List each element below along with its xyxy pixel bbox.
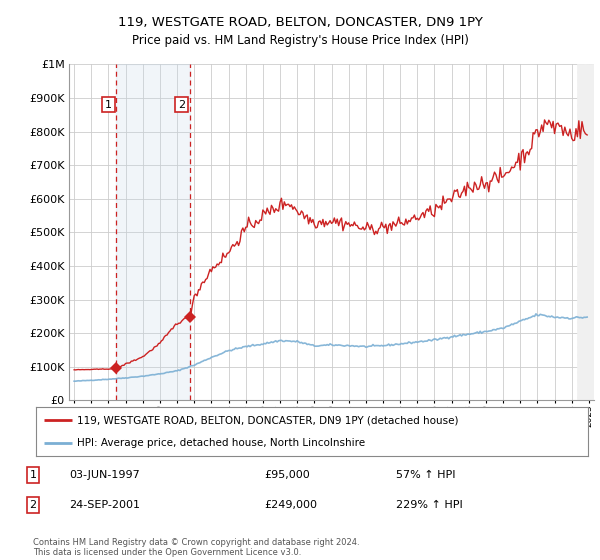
Text: 229% ↑ HPI: 229% ↑ HPI [396,500,463,510]
Text: 2: 2 [178,100,185,110]
Bar [577,64,594,400]
Text: 03-JUN-1997: 03-JUN-1997 [69,470,140,480]
Text: HPI: Average price, detached house, North Lincolnshire: HPI: Average price, detached house, Nort… [77,438,365,448]
Text: 119, WESTGATE ROAD, BELTON, DONCASTER, DN9 1PY: 119, WESTGATE ROAD, BELTON, DONCASTER, D… [118,16,482,29]
Text: 1: 1 [29,470,37,480]
Text: £95,000: £95,000 [264,470,310,480]
Text: 24-SEP-2001: 24-SEP-2001 [69,500,140,510]
Text: 57% ↑ HPI: 57% ↑ HPI [396,470,455,480]
Text: 119, WESTGATE ROAD, BELTON, DONCASTER, DN9 1PY (detached house): 119, WESTGATE ROAD, BELTON, DONCASTER, D… [77,416,459,426]
Text: Price paid vs. HM Land Registry's House Price Index (HPI): Price paid vs. HM Land Registry's House … [131,34,469,46]
Text: Contains HM Land Registry data © Crown copyright and database right 2024.
This d: Contains HM Land Registry data © Crown c… [33,538,359,557]
Text: 2: 2 [29,500,37,510]
Bar [116,64,190,400]
Text: £249,000: £249,000 [264,500,317,510]
Text: 1: 1 [105,100,112,110]
